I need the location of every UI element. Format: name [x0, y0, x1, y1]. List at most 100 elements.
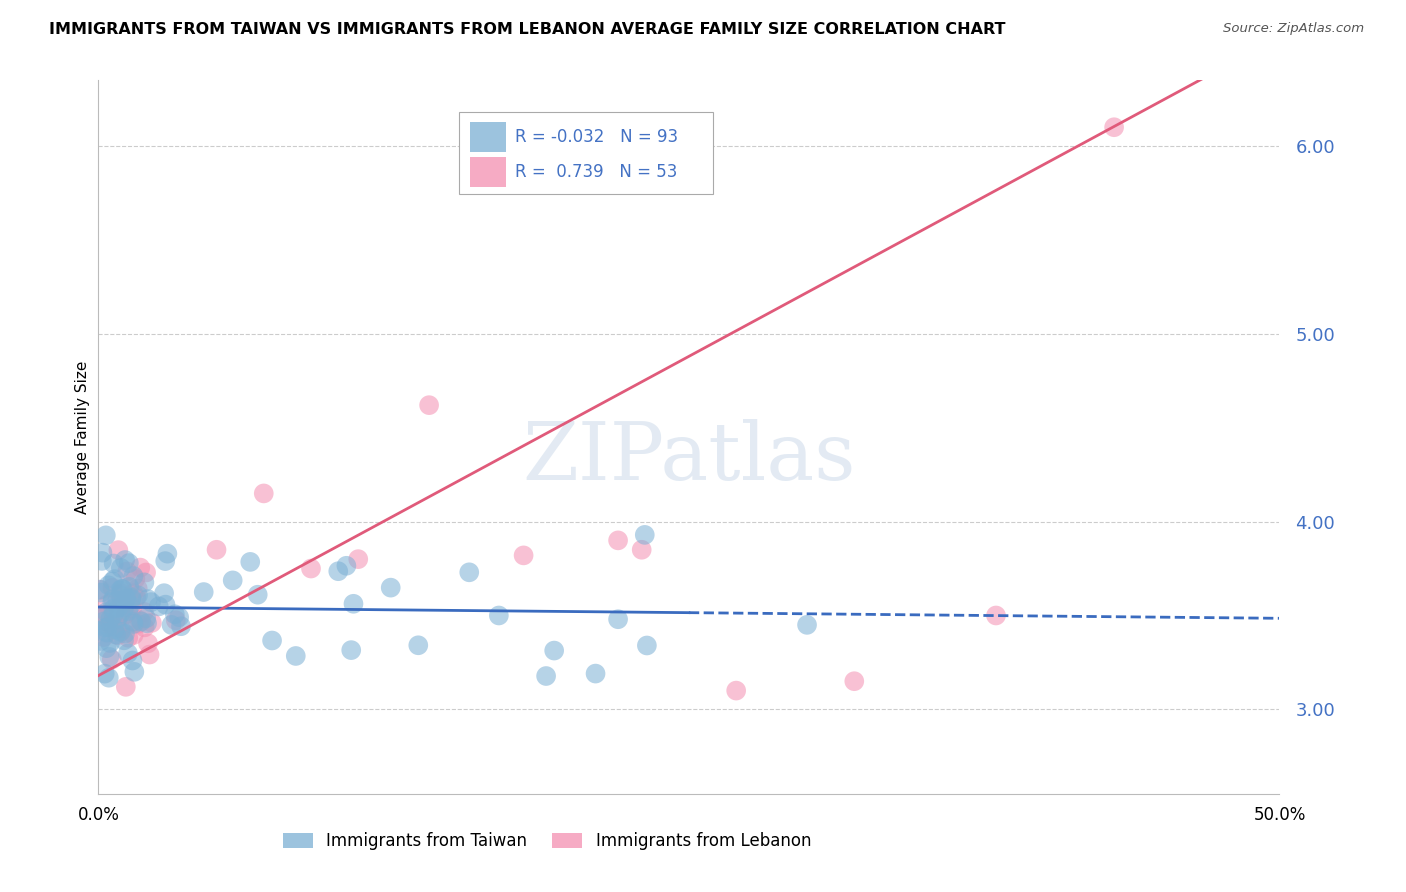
- Point: [844, 674, 866, 689]
- Point: [97, 578, 120, 592]
- Point: [534, 669, 557, 683]
- Point: [139, 595, 162, 609]
- Point: [114, 680, 136, 694]
- Point: [163, 607, 186, 622]
- Point: [488, 608, 510, 623]
- Point: [101, 594, 124, 608]
- Point: [636, 639, 658, 653]
- Point: [153, 586, 176, 600]
- Point: [328, 564, 350, 578]
- Point: [607, 533, 630, 548]
- Point: [299, 561, 322, 575]
- Point: [380, 581, 402, 595]
- Y-axis label: Average Family Size: Average Family Size: [75, 360, 90, 514]
- Point: [114, 607, 136, 622]
- Point: [630, 542, 652, 557]
- Point: [117, 647, 139, 661]
- Point: [103, 607, 125, 622]
- Point: [98, 636, 121, 650]
- Text: R =  0.739   N = 53: R = 0.739 N = 53: [516, 162, 678, 180]
- Point: [115, 565, 138, 579]
- Point: [120, 599, 142, 613]
- Point: [607, 612, 630, 626]
- Point: [136, 592, 159, 607]
- Point: [87, 624, 110, 638]
- Point: [121, 591, 143, 605]
- Point: [97, 620, 120, 634]
- Point: [1102, 120, 1125, 135]
- Point: [127, 616, 149, 631]
- Point: [458, 566, 481, 580]
- Point: [112, 633, 135, 648]
- Point: [98, 617, 121, 632]
- Point: [101, 592, 124, 607]
- Point: [124, 572, 146, 586]
- Point: [107, 601, 129, 615]
- Point: [90, 634, 112, 648]
- Point: [418, 398, 440, 412]
- Point: [205, 542, 228, 557]
- Text: Source: ZipAtlas.com: Source: ZipAtlas.com: [1223, 22, 1364, 36]
- Point: [105, 627, 128, 641]
- Legend: Immigrants from Taiwan, Immigrants from Lebanon: Immigrants from Taiwan, Immigrants from …: [277, 826, 818, 857]
- Point: [90, 582, 112, 597]
- Point: [108, 583, 131, 598]
- Point: [89, 582, 111, 597]
- Point: [128, 614, 150, 628]
- Point: [94, 621, 117, 635]
- Point: [222, 574, 245, 588]
- Point: [96, 605, 118, 619]
- Point: [97, 671, 120, 685]
- Point: [585, 666, 607, 681]
- Point: [111, 582, 134, 596]
- Point: [110, 607, 132, 621]
- Point: [105, 612, 128, 626]
- Point: [262, 633, 284, 648]
- Point: [101, 574, 124, 589]
- Point: [124, 665, 146, 679]
- Point: [512, 549, 534, 563]
- Point: [135, 566, 157, 580]
- Point: [110, 586, 132, 600]
- Point: [170, 619, 193, 633]
- Point: [103, 623, 125, 637]
- Point: [127, 588, 149, 602]
- Point: [796, 618, 818, 632]
- Point: [104, 572, 127, 586]
- Point: [165, 613, 187, 627]
- Point: [253, 486, 276, 500]
- Point: [103, 557, 125, 571]
- Point: [136, 636, 159, 650]
- Point: [91, 546, 114, 560]
- Point: [129, 615, 152, 629]
- Text: ZIPatlas: ZIPatlas: [522, 419, 856, 498]
- Point: [335, 558, 357, 573]
- Point: [634, 528, 657, 542]
- Point: [108, 588, 131, 602]
- Point: [121, 592, 143, 607]
- Point: [342, 597, 364, 611]
- Point: [340, 643, 363, 657]
- Point: [105, 620, 128, 634]
- Point: [107, 628, 129, 642]
- Point: [115, 591, 138, 606]
- Text: R = -0.032   N = 93: R = -0.032 N = 93: [516, 128, 679, 145]
- Text: IMMIGRANTS FROM TAIWAN VS IMMIGRANTS FROM LEBANON AVERAGE FAMILY SIZE CORRELATIO: IMMIGRANTS FROM TAIWAN VS IMMIGRANTS FRO…: [49, 22, 1005, 37]
- Point: [111, 582, 134, 596]
- Point: [93, 607, 115, 622]
- Point: [93, 630, 115, 644]
- Point: [93, 614, 115, 628]
- FancyBboxPatch shape: [458, 112, 713, 194]
- Point: [239, 555, 262, 569]
- Point: [127, 582, 149, 596]
- Point: [155, 598, 177, 612]
- Point: [984, 608, 1007, 623]
- Point: [103, 601, 125, 615]
- Point: [122, 615, 145, 629]
- Point: [122, 617, 145, 632]
- Point: [725, 683, 748, 698]
- Point: [105, 593, 128, 607]
- Point: [543, 643, 565, 657]
- Point: [94, 528, 117, 542]
- Point: [134, 575, 156, 590]
